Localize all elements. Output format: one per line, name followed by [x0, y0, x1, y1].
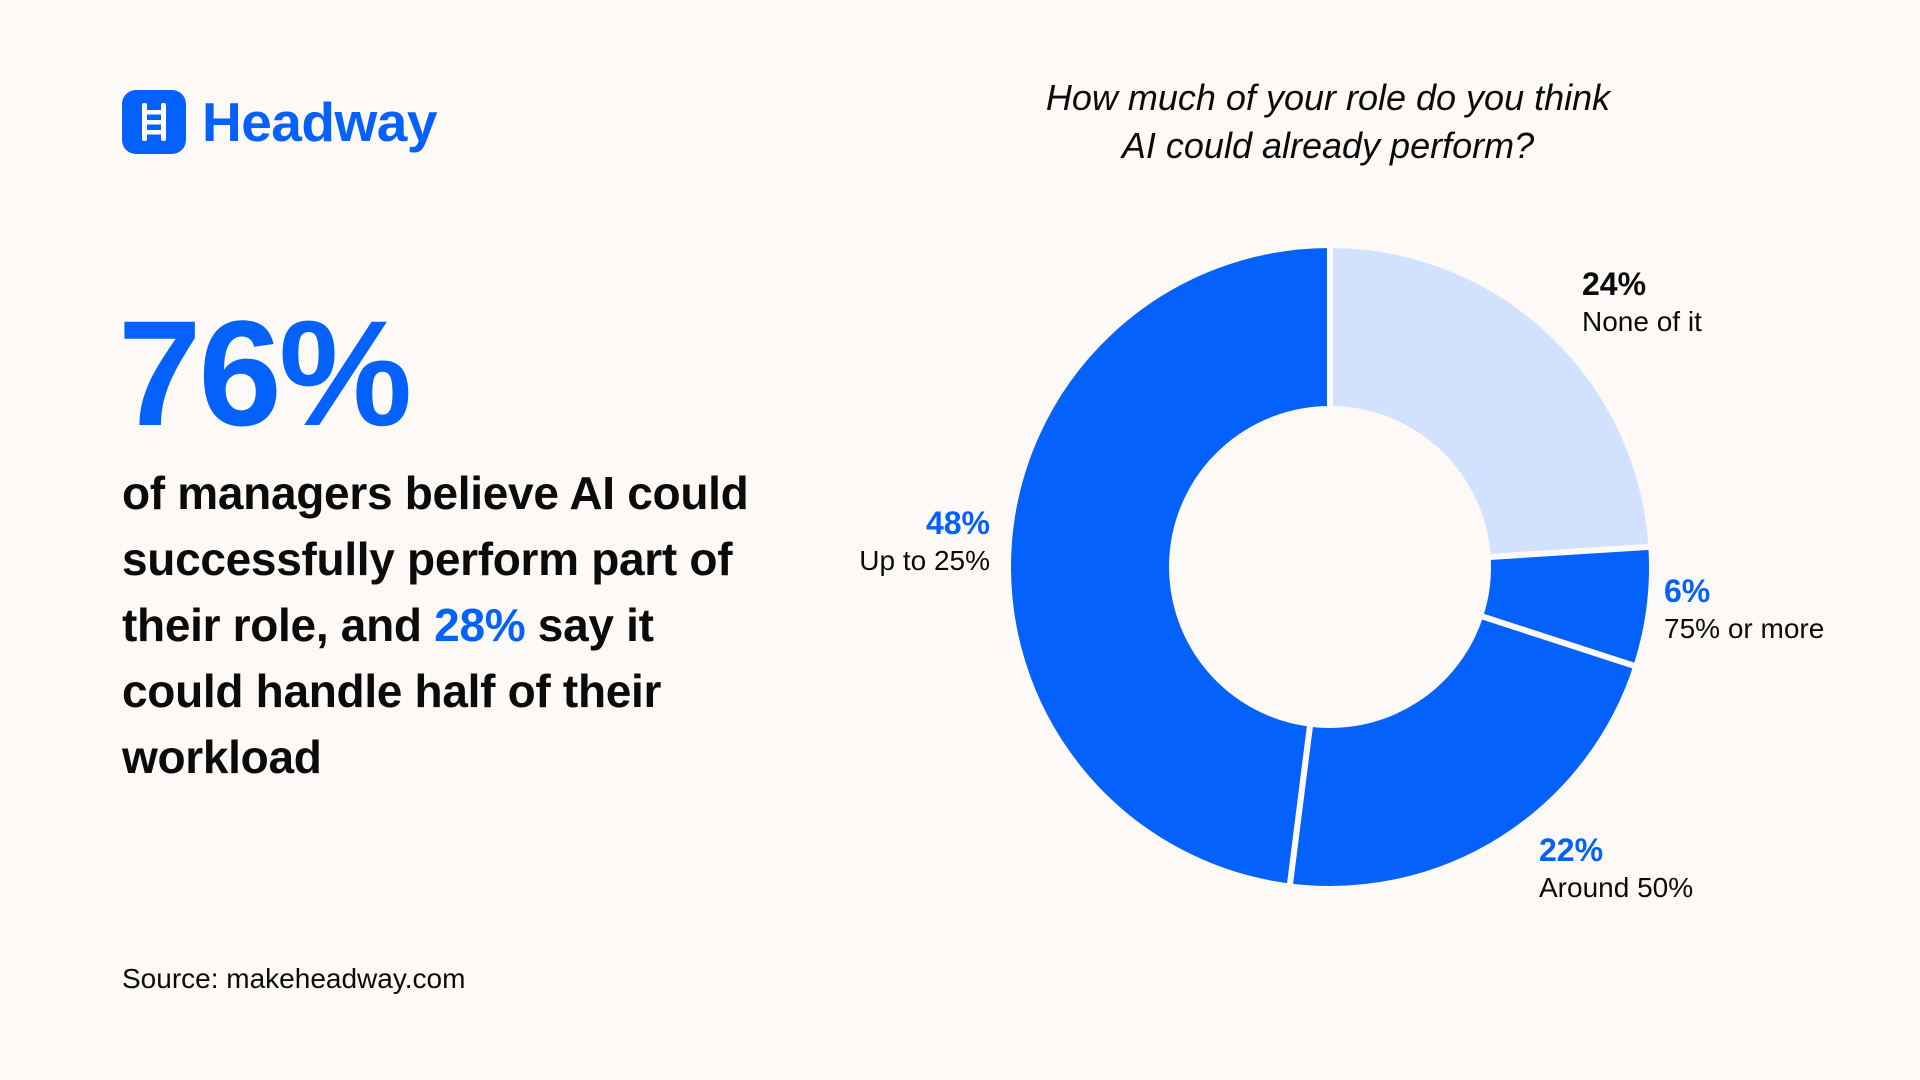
slice-label-75-or-more: 6% 75% or more	[1664, 572, 1824, 648]
hero-statistic: 76%	[118, 289, 412, 457]
chart-title-line-2: AI could already perform?	[1121, 125, 1535, 166]
donut-slice-around-50	[1286, 612, 1640, 892]
slice-name: 75% or more	[1664, 613, 1825, 644]
slice-percent: 48%	[925, 505, 990, 541]
slice-label-up-to-25: 48% Up to 25%	[830, 504, 990, 580]
source-note: Source: makeheadway.com	[122, 963, 466, 994]
slice-name: Up to 25%	[859, 545, 990, 576]
ladder-icon	[122, 90, 186, 154]
headline-part-1: of managers believe AI could successfull…	[122, 467, 749, 651]
headline-part-2: say it could handle half of their worklo…	[122, 599, 662, 783]
chart-title: How much of your role do you think AI co…	[928, 74, 1728, 170]
brand-name: Headway	[202, 91, 437, 153]
donut-slice-none-of-it	[1327, 242, 1655, 561]
slice-label-none-of-it: 24% None of it	[1582, 265, 1702, 341]
slice-name: None of it	[1582, 306, 1702, 337]
slice-name: Around 50%	[1539, 872, 1694, 903]
donut-slice-up-to-25	[1005, 242, 1333, 890]
slice-percent: 22%	[1539, 832, 1604, 868]
headline: of managers believe AI could successfull…	[122, 460, 782, 790]
headline-highlight: 28%	[434, 599, 526, 651]
chart-title-line-1: How much of your role do you think	[1045, 77, 1611, 118]
slice-percent: 6%	[1664, 573, 1711, 609]
slice-label-around-50: 22% Around 50%	[1539, 831, 1693, 907]
slice-percent: 24%	[1582, 266, 1647, 302]
brand-logo: Headway	[122, 90, 437, 154]
